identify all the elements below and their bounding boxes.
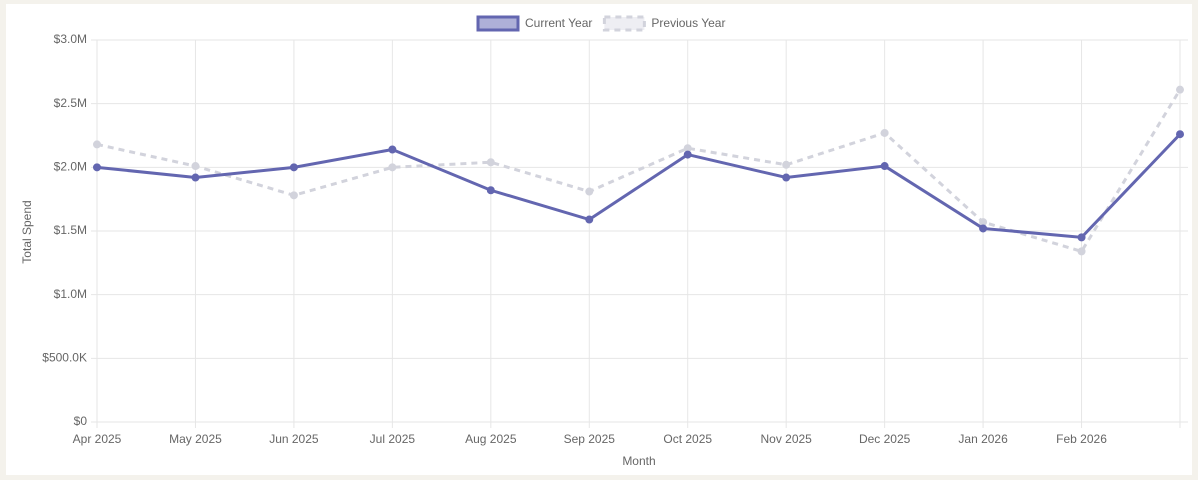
point <box>93 140 101 149</box>
y-tick-label: $2.5M <box>54 96 87 110</box>
y-axis-label: Total Spend <box>20 200 34 263</box>
point <box>93 163 101 172</box>
x-tick-label: Nov 2025 <box>760 432 812 446</box>
point <box>880 128 889 137</box>
point <box>782 160 791 169</box>
point <box>1077 247 1086 256</box>
point <box>683 150 692 159</box>
legend-label: Previous Year <box>651 16 725 30</box>
x-tick-label: Jul 2025 <box>370 432 416 446</box>
y-tick-label: $1.0M <box>54 287 87 301</box>
x-tick-label: Oct 2025 <box>663 432 712 446</box>
x-tick-label: Sep 2025 <box>564 432 616 446</box>
point <box>1077 233 1086 242</box>
x-tick-label: Apr 2025 <box>73 432 122 446</box>
y-tick-label: $3.0M <box>54 32 87 46</box>
x-tick-label: Aug 2025 <box>465 432 517 446</box>
legend-label: Current Year <box>525 16 592 30</box>
legend-swatch <box>602 15 646 32</box>
x-tick-label: Jan 2026 <box>958 432 1008 446</box>
y-tick-label: $0 <box>74 414 88 428</box>
chart: Total Spend Month $0 $500.0K $1.0M $1.5M $2.… <box>20 15 1188 468</box>
legend-swatch <box>476 15 520 32</box>
card: Total Spend Month $0 $500.0K $1.0M $1.5M $2.… <box>6 4 1192 475</box>
point <box>880 162 889 171</box>
point <box>782 173 791 182</box>
point <box>191 162 200 171</box>
point <box>388 145 397 154</box>
point <box>585 215 594 224</box>
series-line <box>96 133 1182 239</box>
y-tick-label: $2.0M <box>54 160 87 174</box>
point <box>486 186 495 195</box>
x-tick-label: Jun 2025 <box>269 432 319 446</box>
y-tick-label: $1.5M <box>54 223 87 237</box>
x-tick-label: May 2025 <box>169 432 222 446</box>
y-tick-label: $500.0K <box>42 351 87 365</box>
point <box>388 163 397 172</box>
point <box>585 187 594 196</box>
x-tick-label: Dec 2025 <box>859 432 911 446</box>
point <box>979 224 988 233</box>
point <box>486 158 495 167</box>
x-axis-label: Month <box>622 454 655 468</box>
point <box>191 173 200 182</box>
x-tick-label: Feb 2026 <box>1056 432 1107 446</box>
point <box>289 191 298 200</box>
point <box>289 163 298 172</box>
point <box>1176 85 1184 94</box>
point <box>1176 130 1184 139</box>
